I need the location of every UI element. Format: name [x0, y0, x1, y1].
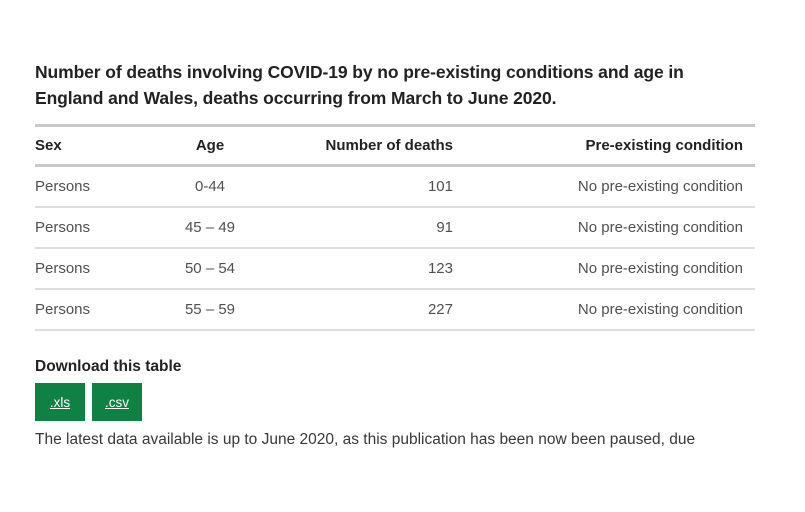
- cell-sex: Persons: [35, 248, 155, 290]
- cell-age: 0-44: [155, 165, 265, 208]
- column-header-pre-existing-condition: Pre-existing condition: [463, 124, 755, 167]
- deaths-table: Sex Age Number of deaths Pre-existing co…: [35, 124, 755, 331]
- cell-condition: No pre-existing condition: [463, 165, 755, 208]
- table-row: Persons 50 – 54 123 No pre-existing cond…: [35, 248, 755, 290]
- column-header-sex: Sex: [35, 124, 155, 167]
- cell-condition: No pre-existing condition: [463, 289, 755, 331]
- cell-deaths: 91: [265, 207, 463, 249]
- download-csv-button[interactable]: .csv: [92, 383, 142, 421]
- cell-deaths: 123: [265, 248, 463, 290]
- cell-deaths: 101: [265, 165, 463, 208]
- download-xls-button[interactable]: .xls: [35, 383, 85, 421]
- publication-paused-note: The latest data available is up to June …: [35, 431, 696, 448]
- column-header-number-of-deaths: Number of deaths: [265, 124, 463, 167]
- table-row: Persons 0-44 101 No pre-existing conditi…: [35, 165, 755, 208]
- cell-age: 45 – 49: [155, 207, 265, 249]
- cell-deaths: 227: [265, 289, 463, 331]
- cell-sex: Persons: [35, 207, 155, 249]
- cell-age: 50 – 54: [155, 248, 265, 290]
- page-title: Number of deaths involving COVID-19 by n…: [35, 62, 684, 108]
- column-header-age: Age: [155, 124, 265, 167]
- download-this-table-heading: Download this table: [35, 358, 182, 375]
- cell-sex: Persons: [35, 289, 155, 331]
- cell-condition: No pre-existing condition: [463, 207, 755, 249]
- cell-age: 55 – 59: [155, 289, 265, 331]
- page: Number of deaths involving COVID-19 by n…: [0, 59, 805, 449]
- cell-sex: Persons: [35, 165, 155, 208]
- table-row: Persons 55 – 59 227 No pre-existing cond…: [35, 289, 755, 331]
- cell-condition: No pre-existing condition: [463, 248, 755, 290]
- table-header-row: Sex Age Number of deaths Pre-existing co…: [35, 124, 755, 167]
- download-buttons-group: .xls .csv: [35, 383, 805, 421]
- table-row: Persons 45 – 49 91 No pre-existing condi…: [35, 207, 755, 249]
